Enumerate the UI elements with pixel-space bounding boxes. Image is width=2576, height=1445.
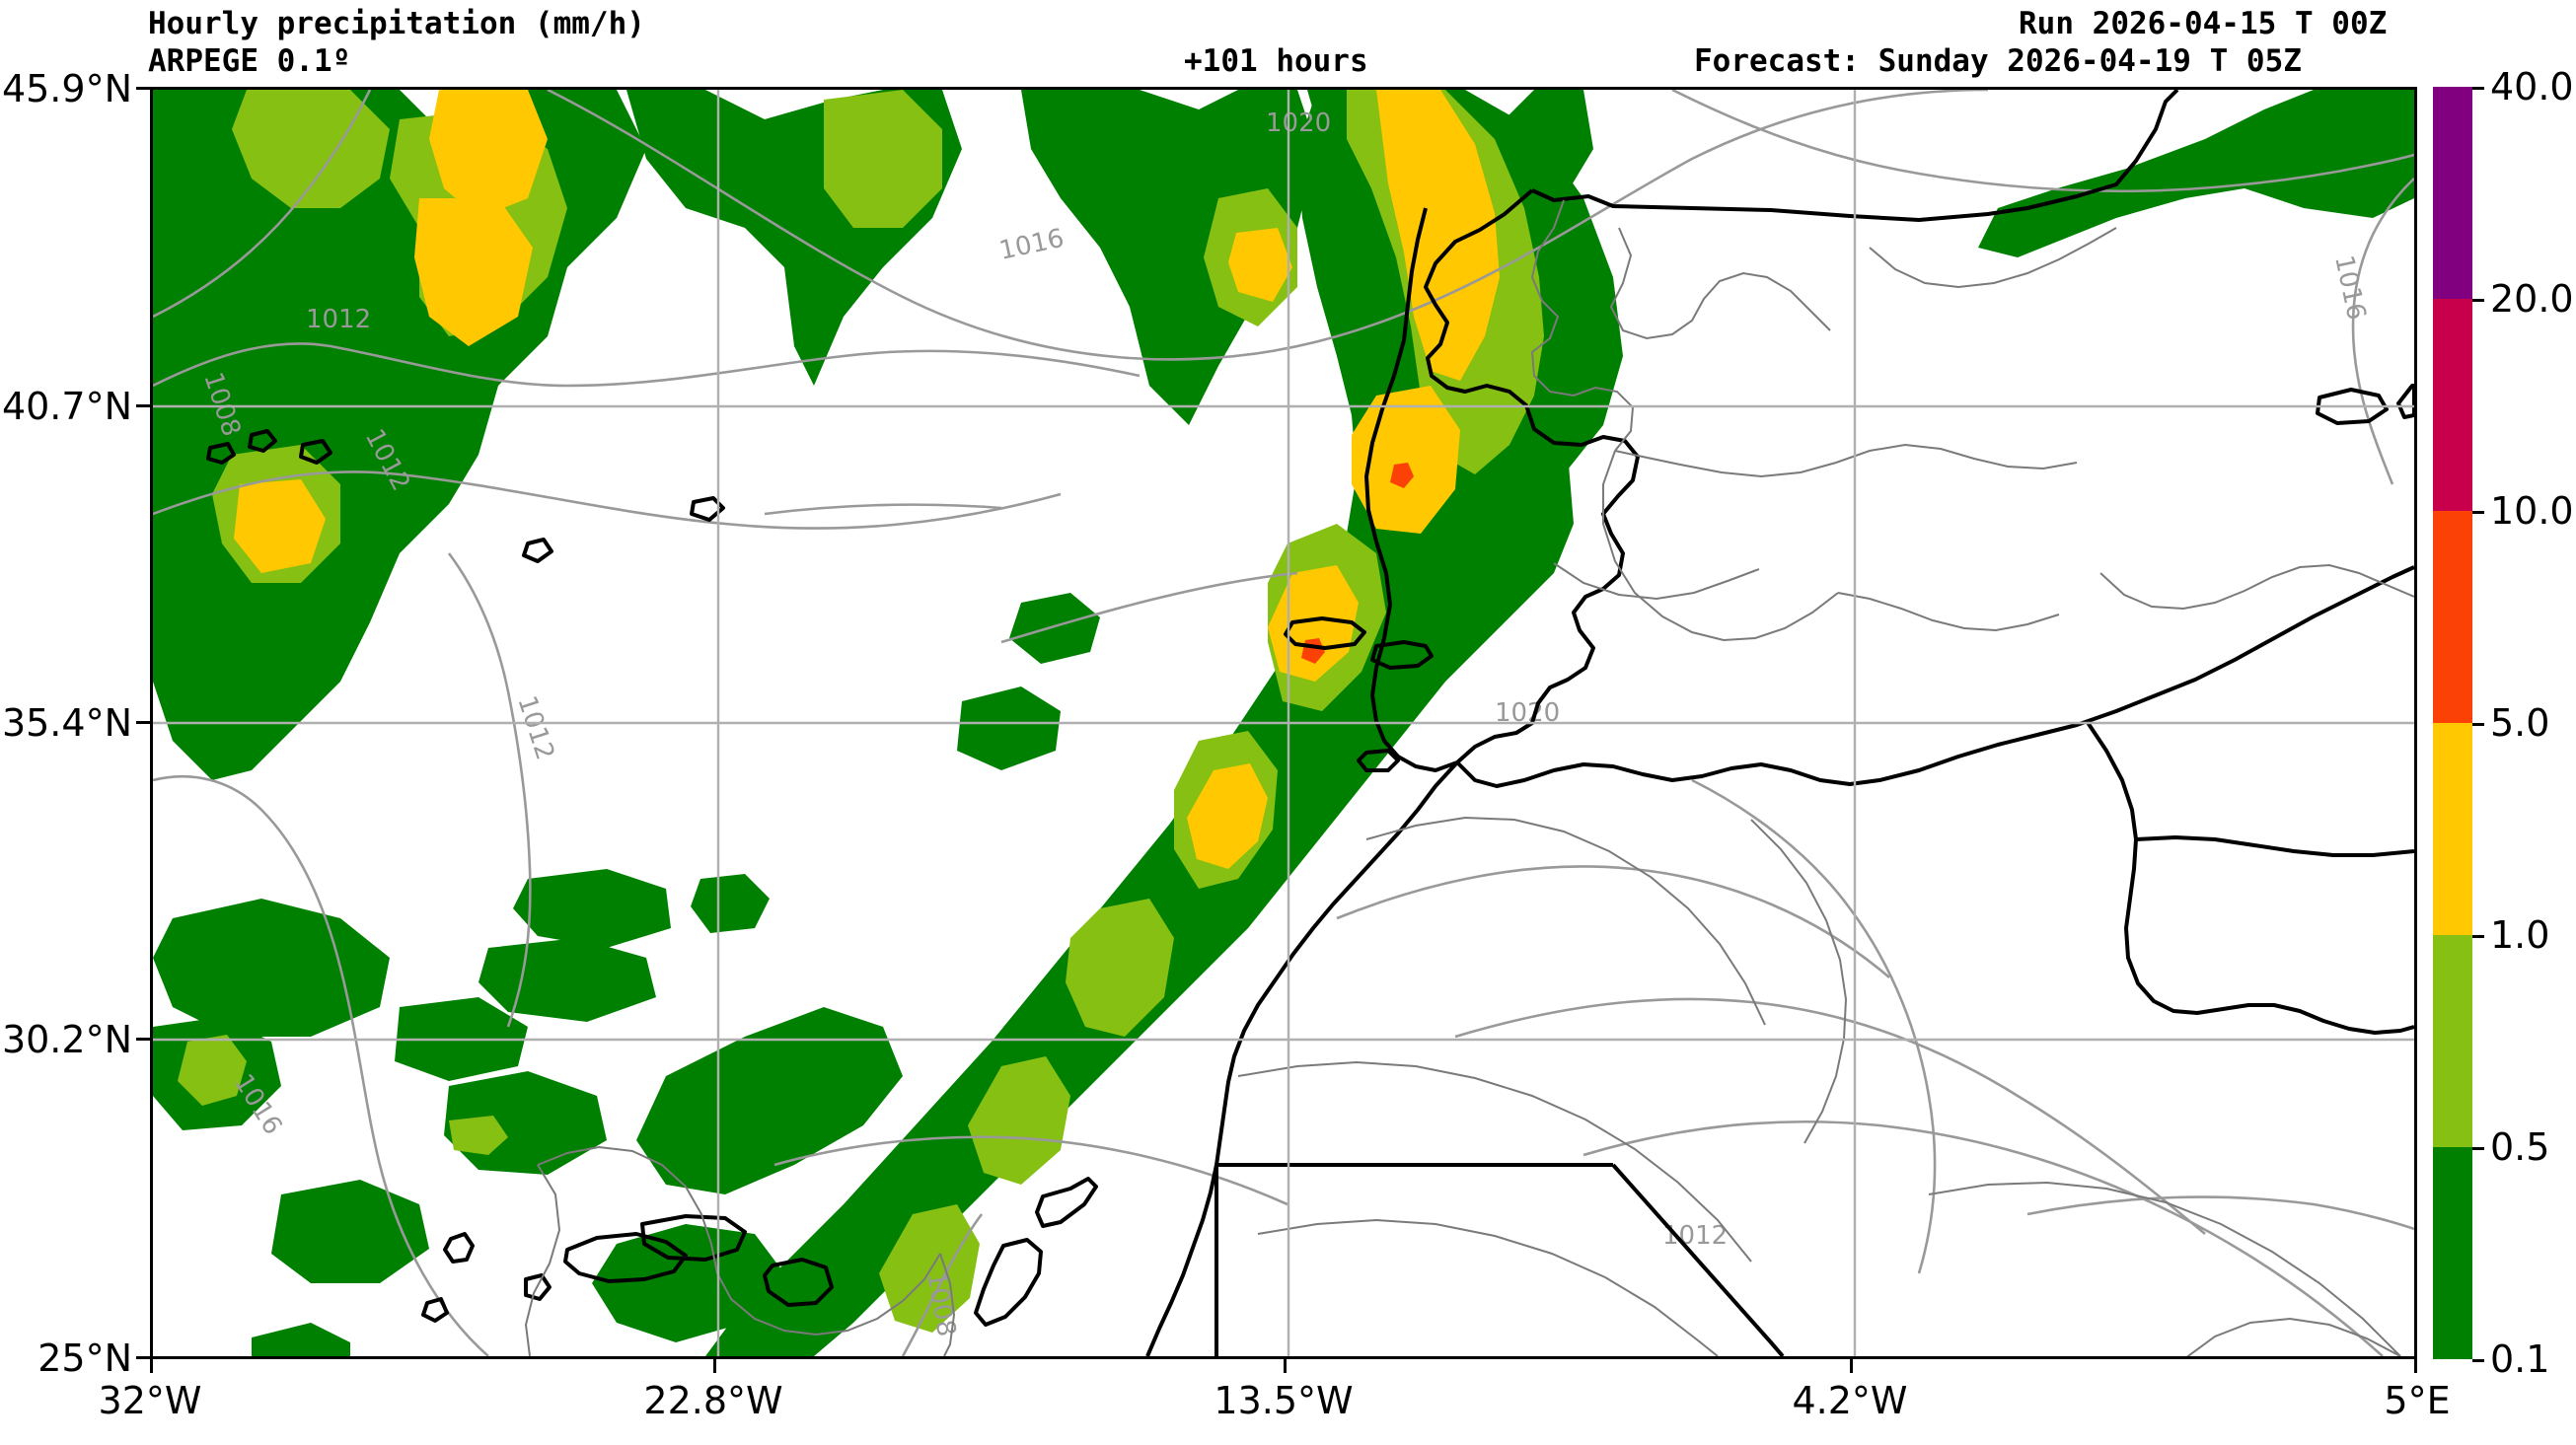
precip-shape-green [592, 1224, 784, 1342]
precip-shape-green [636, 1007, 903, 1194]
precip-shape-green [1021, 90, 1317, 425]
precip-shape-green [478, 938, 656, 1022]
x-tick-mark [1284, 1359, 1287, 1373]
precip-shape-amber [1268, 565, 1359, 682]
precip-shape-amber [1228, 228, 1292, 302]
colorbar-segment-purple [2433, 87, 2472, 299]
x-axis-tick-label: 4.2°W [1792, 1379, 1908, 1422]
x-axis-tick-label: 22.8°W [643, 1379, 783, 1422]
precip-shape-green [1009, 593, 1100, 664]
precip-shape-green [153, 899, 390, 1037]
page-title: Hourly precipitation (mm/h) [148, 6, 645, 41]
x-axis-tick-label: 13.5°W [1214, 1379, 1354, 1422]
internal-borders [524, 199, 2414, 1356]
y-tick-mark [136, 404, 150, 407]
colorbar-tick-label: 1.0 [2490, 913, 2550, 957]
colorbar-tick-mark [2472, 87, 2484, 90]
y-axis-tick-label: 25°N [37, 1337, 132, 1380]
colorbar-tick-mark [2472, 723, 2484, 726]
svg-text:1012: 1012 [306, 305, 371, 334]
y-axis-tick-label: 35.4°N [1, 701, 132, 745]
colorbar-segment-yellow-green [2433, 935, 2472, 1147]
precip-shape-green [1978, 90, 2414, 257]
y-tick-mark [136, 721, 150, 724]
colorbar-tick-label: 20.0 [2490, 277, 2574, 321]
y-axis-tick-label: 45.9°N [1, 67, 132, 110]
model-label: ARPEGE 0.1º [148, 43, 351, 79]
precip-shape-amber [234, 479, 326, 573]
precip-shape-green [957, 686, 1061, 770]
colorbar-tick-mark [2472, 511, 2484, 514]
colorbar-tick-label: 5.0 [2490, 701, 2550, 745]
colorbar-tick-label: 0.1 [2490, 1337, 2550, 1381]
forecast-datetime-label: Forecast: Sunday 2026-04-19 T 05Z [1694, 43, 2302, 79]
precip-shape-lightgreen [178, 1035, 247, 1106]
colorbar-segment-amber [2433, 723, 2472, 935]
precip-shape-orangered [1390, 463, 1414, 488]
precip-shape-lightgreen [1066, 899, 1174, 1037]
map-plot-area: 1020 1016 1012 1008 1012 1012 1016 1016 … [150, 87, 2417, 1359]
coastlines [206, 90, 2414, 1356]
x-tick-mark [713, 1359, 716, 1373]
colorbar-tick-label: 40.0 [2490, 65, 2574, 108]
y-tick-mark [136, 87, 150, 90]
x-axis-tick-label: 32°W [98, 1379, 202, 1422]
precip-shape-green [691, 874, 770, 933]
precip-shape-amber [414, 198, 533, 346]
y-tick-mark [136, 1038, 150, 1041]
colorbar: 0.1 0.5 1.0 5.0 10.0 20.0 40.0 [2433, 65, 2574, 1381]
svg-text:1012: 1012 [1662, 1221, 1728, 1251]
colorbar-tick-mark [2472, 1359, 2484, 1362]
colorbar-tick-mark [2472, 935, 2484, 938]
precip-shape-green [252, 1323, 350, 1356]
svg-text:1016: 1016 [996, 224, 1067, 266]
precip-shape-lightgreen [232, 90, 390, 208]
precip-shape-amber [1187, 763, 1268, 869]
precip-shape-lightgreen [824, 90, 942, 228]
colorbar-segment-crimson [2433, 299, 2472, 511]
y-axis-tick-label: 40.7°N [1, 385, 132, 428]
y-tick-mark [136, 1356, 150, 1359]
colorbar-tick-mark [2472, 299, 2484, 302]
lat-lon-gridlines [153, 90, 2414, 1356]
colorbar-tick-mark [2472, 1147, 2484, 1150]
x-tick-mark [1850, 1359, 1853, 1373]
precip-shape-amber [429, 90, 548, 218]
lead-time-label: +101 hours [1184, 43, 1368, 79]
svg-text:1020: 1020 [1266, 108, 1331, 138]
x-tick-mark [150, 1359, 153, 1373]
precip-shape-green [271, 1180, 429, 1283]
colorbar-segment-dark-green [2433, 1147, 2472, 1359]
x-tick-mark [2414, 1359, 2417, 1373]
precip-shape-lightgreen [449, 1116, 508, 1155]
precip-shape-lightgreen [968, 1056, 1070, 1185]
precip-shape-green [513, 869, 671, 948]
colorbar-segment-orange-red [2433, 511, 2472, 723]
isobar-contours [153, 90, 2414, 1356]
run-datetime-label: Run 2026-04-15 T 00Z [2019, 6, 2388, 41]
precip-shape-amber [1376, 90, 1500, 381]
colorbar-tick-label: 10.0 [2490, 489, 2574, 533]
colorbar-tick-label: 0.5 [2490, 1125, 2550, 1169]
y-axis-tick-label: 30.2°N [1, 1018, 132, 1061]
map-canvas: 1020 1016 1012 1008 1012 1012 1016 1016 … [153, 90, 2414, 1356]
x-axis-tick-label: 5°E [2384, 1379, 2451, 1422]
svg-text:1016: 1016 [2328, 253, 2371, 323]
